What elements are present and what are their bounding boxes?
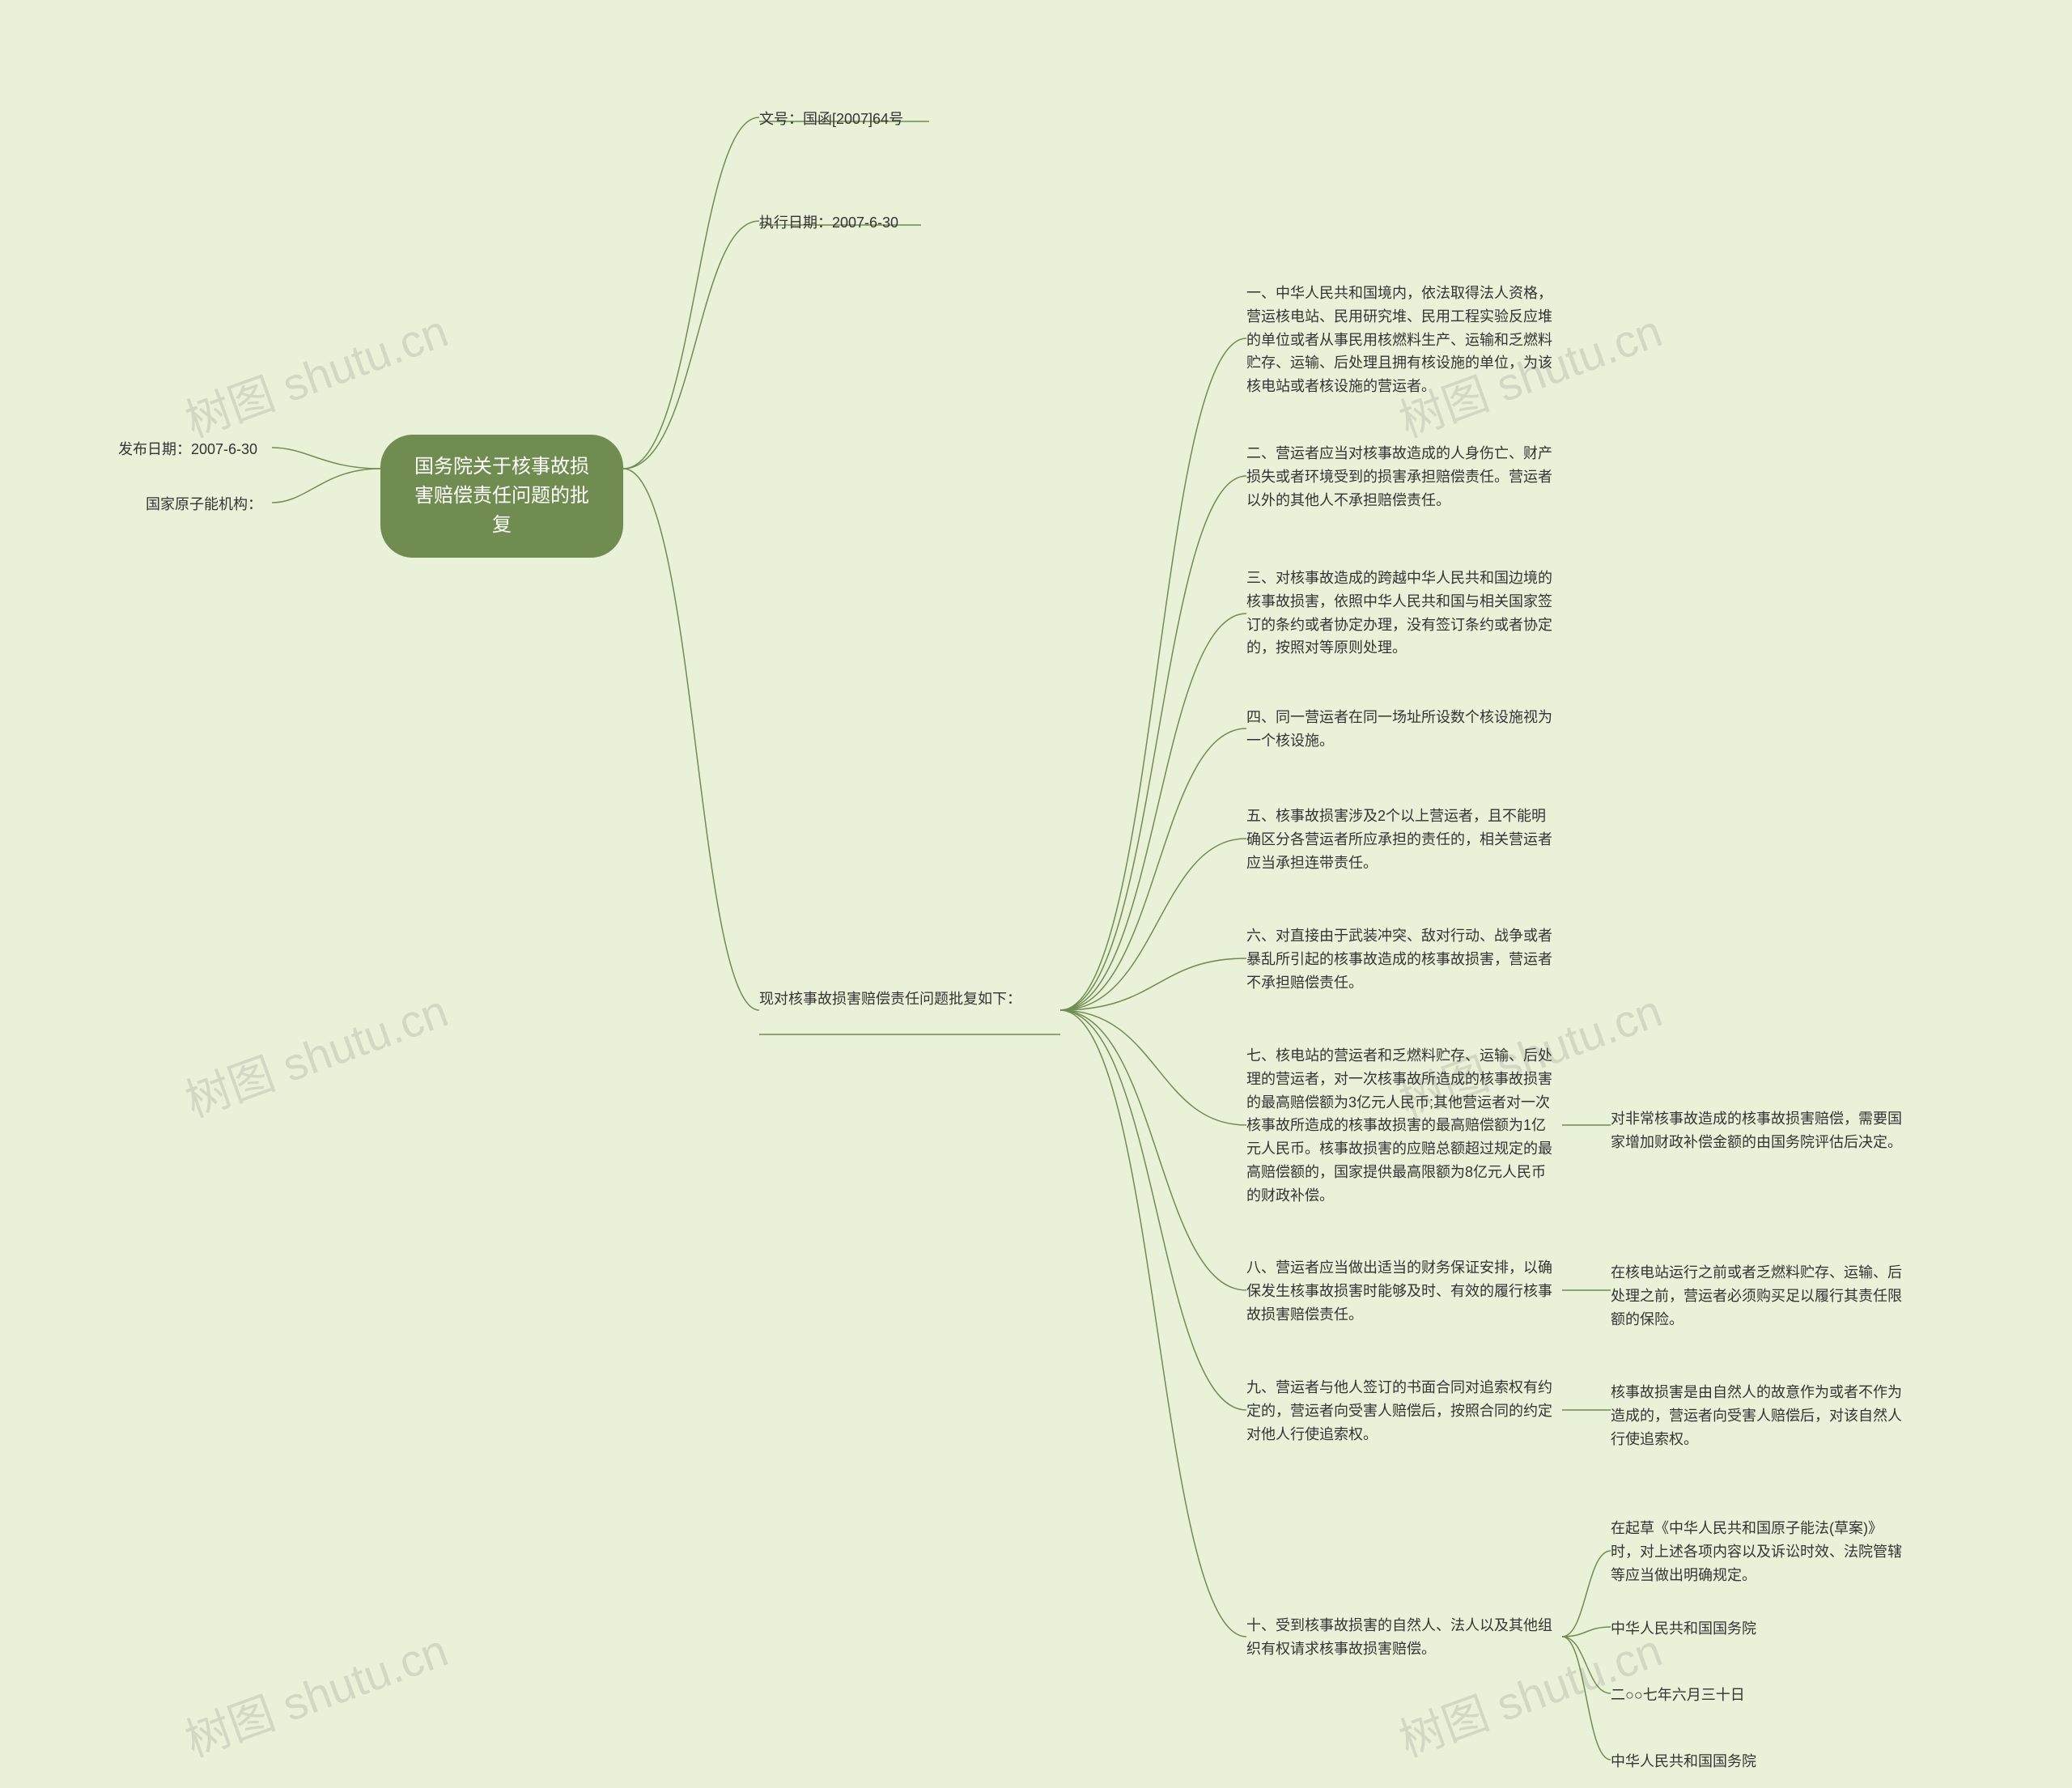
detail-item-10-sub-1: 在起草《中华人民共和国原子能法(草案)》时，对上述各项内容以及诉讼时效、法院管辖… [1611, 1517, 1902, 1586]
detail-item-10-sub-4: 中华人民共和国国务院 [1611, 1750, 1756, 1773]
detail-item-6: 六、对直接由于武装冲突、敌对行动、战争或者暴乱所引起的核事故造成的核事故损害，营… [1246, 924, 1554, 994]
l1-reply-header: 现对核事故损害赔偿责任问题批复如下： [759, 987, 1021, 1011]
watermark: 树图 shutu.cn [175, 975, 456, 1130]
left-branch-publish-date: 发布日期：2007-6-30 [118, 438, 257, 461]
detail-item-10-sub-2: 中华人民共和国国务院 [1611, 1617, 1756, 1641]
detail-item-3: 三、对核事故造成的跨越中华人民共和国边境的核事故损害，依照中华人民共和国与相关国… [1246, 567, 1554, 660]
detail-item-9-sub: 核事故损害是由自然人的故意作为或者不作为造成的，营运者向受害人赔偿后，对该自然人… [1611, 1381, 1902, 1450]
detail-item-2: 二、营运者应当对核事故造成的人身伤亡、财产损失或者环境受到的损害承担赔偿责任。营… [1246, 442, 1554, 512]
detail-item-7-sub: 对非常核事故造成的核事故损害赔偿，需要国家增加财政补偿金额的由国务院评估后决定。 [1611, 1107, 1902, 1154]
watermark: 树图 shutu.cn [175, 295, 456, 450]
detail-item-10: 十、受到核事故损害的自然人、法人以及其他组织有权请求核事故损害赔偿。 [1246, 1614, 1554, 1661]
detail-item-5: 五、核事故损害涉及2个以上营运者，且不能明确区分各营运者所应承担的责任的，相关营… [1246, 805, 1554, 874]
l1-effective-date: 执行日期：2007-6-30 [759, 211, 898, 235]
detail-item-7: 七、核电站的营运者和乏燃料贮存、运输、后处理的营运者，对一次核事故所造成的核事故… [1246, 1044, 1554, 1208]
detail-item-1: 一、中华人民共和国境内，依法取得法人资格，营运核电站、民用研究堆、民用工程实验反… [1246, 282, 1554, 398]
detail-item-4: 四、同一营运者在同一场址所设数个核设施视为一个核设施。 [1246, 706, 1554, 753]
detail-item-8-sub: 在核电站运行之前或者乏燃料贮存、运输、后处理之前，营运者必须购买足以履行其责任限… [1611, 1261, 1902, 1331]
watermark: 树图 shutu.cn [175, 1614, 456, 1769]
left-branch-authority: 国家原子能机构： [146, 493, 262, 516]
detail-item-10-sub-3: 二○○七年六月三十日 [1611, 1684, 1745, 1707]
detail-item-9: 九、营运者与他人签订的书面合同对追索权有约定的，营运者向受害人赔偿后，按照合同的… [1246, 1376, 1554, 1446]
root-node: 国务院关于核事故损害赔偿责任问题的批复 [380, 435, 623, 558]
detail-item-8: 八、营运者应当做出适当的财务保证安排，以确保发生核事故损害时能够及时、有效的履行… [1246, 1256, 1554, 1326]
l1-doc-number: 文号：国函[2007]64号 [759, 108, 903, 131]
